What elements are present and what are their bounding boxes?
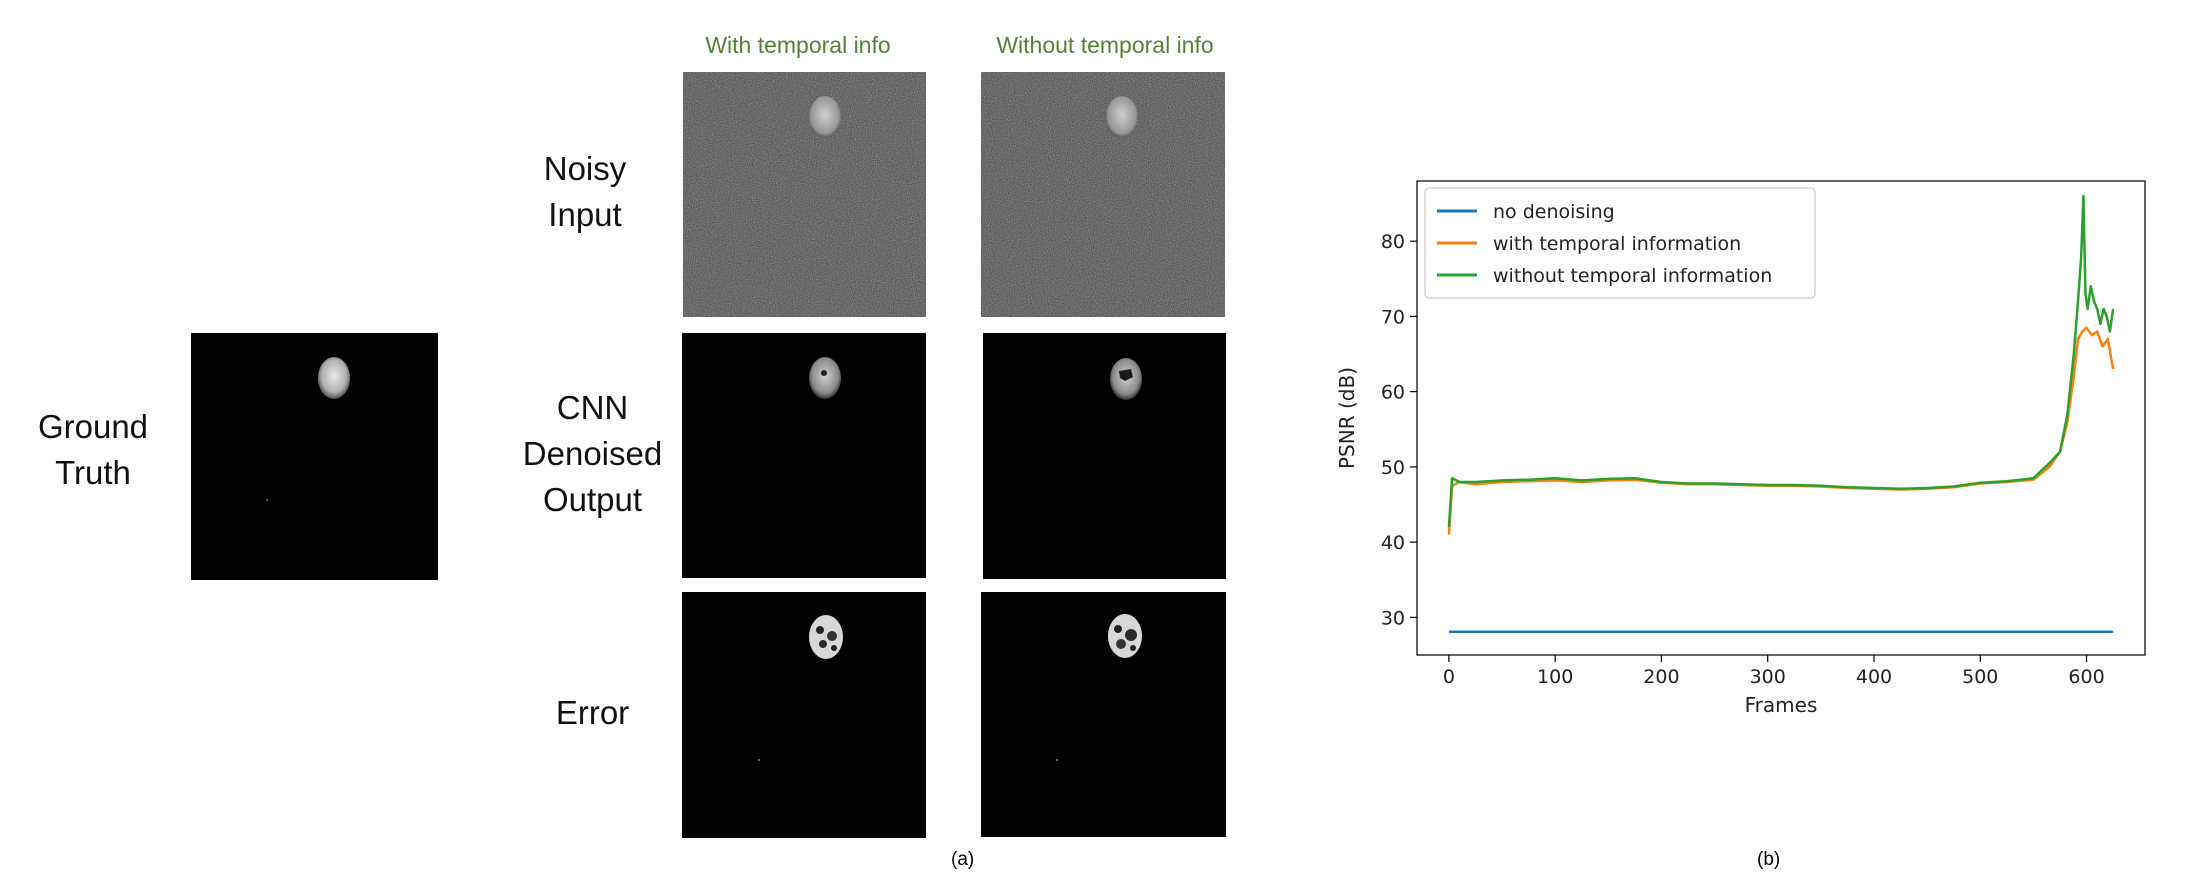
x-tick-label: 500 bbox=[1962, 666, 1998, 688]
column-header-without-temporal: Without temporal info bbox=[996, 32, 1214, 58]
column-header-with-temporal: With temporal info bbox=[705, 32, 891, 58]
ground-truth-label: Ground Truth bbox=[37, 408, 149, 491]
series-line-2 bbox=[1447, 326, 2115, 535]
legend-box bbox=[1424, 187, 1816, 299]
figure-b-caption: (b) bbox=[1757, 849, 1781, 870]
cnn-output-without-temporal-image bbox=[983, 333, 1226, 579]
noisy-input-without-temporal-image bbox=[981, 72, 1225, 317]
plot-frame bbox=[1416, 180, 2146, 656]
legend-entry-1: no denoising bbox=[1493, 201, 1615, 223]
x-tick-label: 300 bbox=[1750, 666, 1786, 688]
noisy-input-with-temporal-image bbox=[683, 72, 926, 317]
figure-a-caption: (a) bbox=[951, 849, 975, 870]
ground-truth-image bbox=[191, 333, 438, 580]
row-label-cnn-output: CNN Denoised Output bbox=[522, 389, 663, 518]
x-tick-label: 600 bbox=[2068, 666, 2104, 688]
y-tick-label: 40 bbox=[1381, 532, 1405, 554]
legend-entry-2: with temporal information bbox=[1493, 233, 1741, 255]
psnr-chart: 0 100 200 300 400 500 600 30 40 50 60 70 80 Frames PSN… bbox=[1330, 160, 2160, 740]
y-tick-label: 60 bbox=[1381, 382, 1405, 404]
y-tick-label: 80 bbox=[1381, 231, 1405, 253]
legend-entry-3: without temporal information bbox=[1493, 265, 1772, 287]
y-tick-label: 50 bbox=[1381, 457, 1405, 479]
x-tick-label: 100 bbox=[1537, 666, 1573, 688]
error-with-temporal-image bbox=[682, 592, 926, 838]
psnr-chart-svg: 0 100 200 300 400 500 600 30 40 50 60 70 80 Frames PSN… bbox=[1335, 180, 2146, 717]
y-axis-label: PSNR (dB) bbox=[1335, 367, 1359, 469]
row-label-error: Error bbox=[555, 694, 630, 731]
y-tick-label: 70 bbox=[1381, 306, 1405, 328]
x-tick-label: 400 bbox=[1856, 666, 1892, 688]
y-tick-label: 30 bbox=[1381, 607, 1405, 629]
x-axis-label: Frames bbox=[1745, 693, 1818, 717]
row-label-noisy-input: Noisy Input bbox=[543, 150, 627, 233]
x-tick-label: 0 bbox=[1443, 666, 1455, 688]
x-tick-label: 200 bbox=[1643, 666, 1679, 688]
cnn-output-with-temporal-image bbox=[682, 333, 926, 578]
series-line-3 bbox=[1447, 194, 2115, 528]
error-without-temporal-image bbox=[981, 592, 1226, 837]
